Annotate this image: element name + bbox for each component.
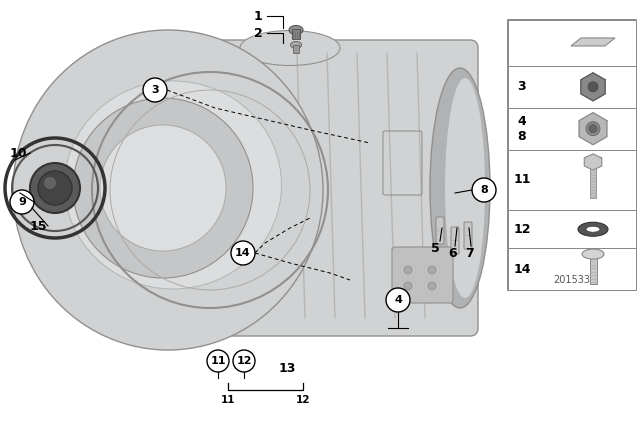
Text: 12: 12 bbox=[513, 223, 531, 236]
FancyBboxPatch shape bbox=[436, 217, 444, 244]
Ellipse shape bbox=[65, 81, 282, 289]
Text: 9: 9 bbox=[18, 197, 26, 207]
Text: 11: 11 bbox=[513, 173, 531, 186]
Text: 15: 15 bbox=[29, 220, 47, 233]
Text: 4: 4 bbox=[394, 295, 402, 305]
Polygon shape bbox=[571, 38, 615, 46]
Bar bbox=[508, 20, 636, 66]
Circle shape bbox=[586, 122, 600, 136]
Ellipse shape bbox=[445, 78, 485, 298]
Bar bbox=[508, 20, 636, 290]
Circle shape bbox=[589, 125, 597, 133]
Circle shape bbox=[428, 266, 436, 274]
Text: 3: 3 bbox=[151, 85, 159, 95]
Text: 1: 1 bbox=[253, 9, 262, 22]
Text: 2: 2 bbox=[253, 26, 262, 39]
Circle shape bbox=[231, 241, 255, 265]
Text: 11: 11 bbox=[221, 395, 236, 405]
Bar bbox=[292, 29, 300, 39]
Ellipse shape bbox=[240, 30, 340, 65]
FancyBboxPatch shape bbox=[451, 227, 459, 254]
Bar bbox=[589, 253, 596, 284]
Ellipse shape bbox=[291, 42, 301, 48]
Circle shape bbox=[588, 82, 598, 92]
Ellipse shape bbox=[13, 30, 323, 350]
Text: 7: 7 bbox=[466, 246, 474, 259]
Circle shape bbox=[30, 163, 80, 213]
Text: 6: 6 bbox=[449, 246, 458, 259]
Bar bbox=[508, 66, 636, 108]
Text: 3: 3 bbox=[518, 80, 526, 93]
Polygon shape bbox=[581, 73, 605, 101]
Text: 12: 12 bbox=[236, 356, 252, 366]
Text: 11: 11 bbox=[211, 356, 226, 366]
Text: 14: 14 bbox=[235, 248, 251, 258]
Text: 8: 8 bbox=[480, 185, 488, 195]
Circle shape bbox=[404, 282, 412, 290]
Bar bbox=[508, 248, 636, 290]
Circle shape bbox=[10, 190, 34, 214]
Bar bbox=[508, 211, 636, 248]
Circle shape bbox=[44, 177, 56, 189]
Ellipse shape bbox=[582, 249, 604, 259]
Text: 12: 12 bbox=[296, 395, 310, 405]
Bar bbox=[293, 45, 299, 53]
Ellipse shape bbox=[289, 26, 303, 34]
Text: 10: 10 bbox=[9, 146, 27, 159]
FancyBboxPatch shape bbox=[177, 40, 478, 336]
Circle shape bbox=[472, 178, 496, 202]
Bar bbox=[590, 162, 596, 198]
Circle shape bbox=[428, 282, 436, 290]
Text: 5: 5 bbox=[431, 241, 440, 254]
Circle shape bbox=[143, 78, 167, 102]
Ellipse shape bbox=[586, 226, 600, 232]
Text: 201533: 201533 bbox=[554, 275, 591, 285]
Circle shape bbox=[404, 266, 412, 274]
Polygon shape bbox=[579, 113, 607, 145]
FancyBboxPatch shape bbox=[392, 247, 453, 303]
Circle shape bbox=[233, 350, 255, 372]
Bar bbox=[508, 108, 636, 150]
Text: 13: 13 bbox=[278, 362, 296, 375]
Circle shape bbox=[100, 125, 226, 251]
Polygon shape bbox=[584, 154, 602, 170]
Text: 14: 14 bbox=[513, 263, 531, 276]
Text: 4
8: 4 8 bbox=[518, 115, 526, 142]
Ellipse shape bbox=[103, 125, 193, 195]
FancyBboxPatch shape bbox=[464, 222, 472, 249]
Circle shape bbox=[207, 350, 229, 372]
Circle shape bbox=[386, 288, 410, 312]
Bar bbox=[508, 150, 636, 211]
Circle shape bbox=[38, 171, 72, 205]
Circle shape bbox=[73, 98, 253, 278]
Ellipse shape bbox=[578, 222, 608, 236]
Ellipse shape bbox=[430, 68, 490, 308]
